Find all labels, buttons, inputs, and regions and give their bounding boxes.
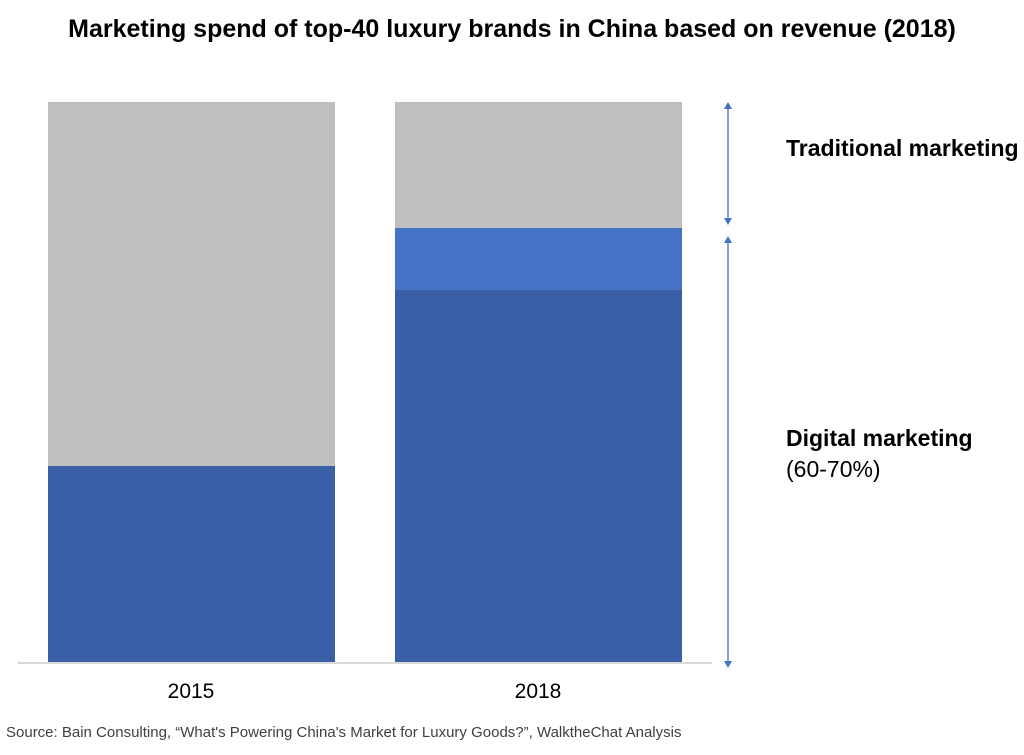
digital-range-arrow-head-up <box>724 236 732 243</box>
bar-segment <box>395 102 682 228</box>
traditional-marketing-label: Traditional marketing <box>786 135 1019 161</box>
bar-segment <box>48 102 335 466</box>
source-note: Source: Bain Consulting, “What's Powerin… <box>6 724 682 741</box>
digital-marketing-label: Digital marketing <box>786 425 973 451</box>
traditional-range-arrow-head-down <box>724 218 732 225</box>
bar-segment <box>395 228 682 290</box>
x-tick-label: 2015 <box>167 680 215 703</box>
digital-range-arrow-head-down <box>724 661 732 668</box>
bar-segment <box>48 466 335 662</box>
chart-title: Marketing spend of top-40 luxury brands … <box>68 15 956 43</box>
traditional-range-arrow-head-up <box>724 102 732 109</box>
x-tick-label: 2018 <box>514 680 562 703</box>
digital-marketing-range: (60-70%) <box>786 456 881 482</box>
bar-segment <box>395 289 682 662</box>
